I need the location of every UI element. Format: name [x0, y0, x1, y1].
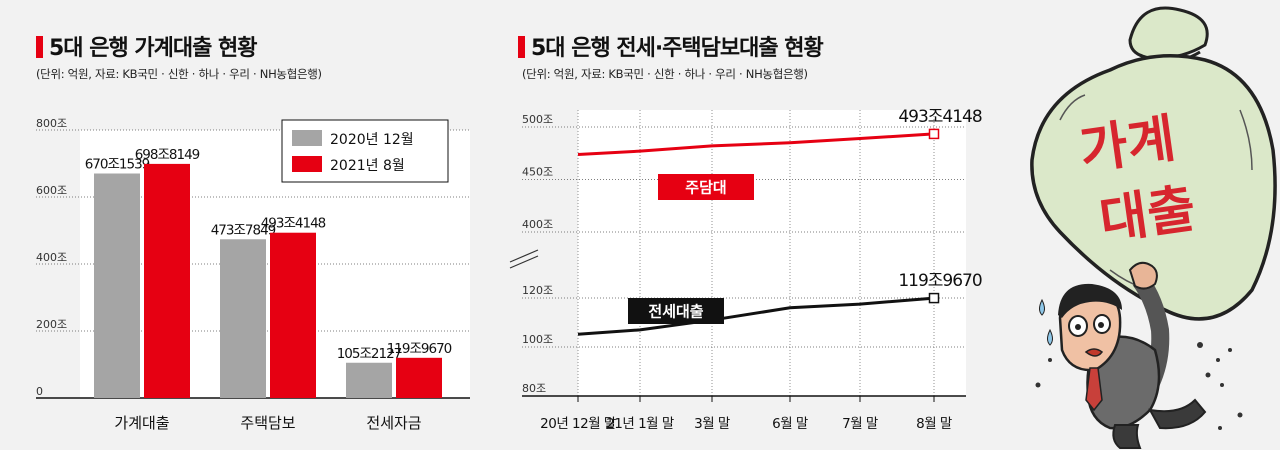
series-line: [577, 296, 935, 336]
bar-value-label: 473조7849: [211, 222, 276, 238]
axis-break-mark: [509, 249, 539, 263]
end-point-marker: [928, 292, 940, 304]
man-hair: [1058, 283, 1122, 318]
bar: [220, 239, 266, 398]
bar-value-label: 119조9670: [387, 341, 452, 357]
sack-body: [1030, 54, 1277, 321]
x-tick-label: 6월 말: [772, 416, 808, 432]
sweat-drop: [1047, 328, 1053, 346]
man-leg-back: [1112, 424, 1142, 449]
legend-label: 2021년 8월: [330, 158, 405, 174]
series-label-box: [658, 174, 754, 200]
end-value-label: 493조4148: [898, 107, 982, 127]
bar: [346, 362, 392, 398]
bar: [144, 163, 190, 398]
bar: [94, 173, 140, 398]
left-title: 5대 은행 가계대출 현황: [36, 30, 257, 62]
x-tick-label: 7월 말: [842, 416, 878, 432]
man-pupil-right: [1098, 322, 1104, 328]
right-subtitle: (단위: 억원, 자료: KB국민 · 신한 · 하나 · 우리 · NH농협은…: [522, 67, 808, 81]
axis-break-mark: [509, 255, 539, 269]
bar: [270, 232, 316, 398]
left-subtitle: (단위: 억원, 자료: KB국민 · 신한 · 하나 · 우리 · NH농협은…: [36, 67, 322, 81]
man-pupil-left: [1075, 324, 1081, 330]
sack-label-1: 가계: [1076, 109, 1179, 182]
x-category-label: 가계대출: [114, 414, 169, 432]
y-tick-label: 120조: [522, 284, 553, 297]
end-point-marker: [928, 128, 940, 140]
end-value-label: 119조9670: [898, 271, 982, 291]
bar-value-label: 493조4148: [261, 216, 326, 232]
plot-area: [578, 110, 966, 396]
y-tick-label: 600조: [36, 184, 67, 197]
y-tick-label: 500조: [522, 113, 553, 126]
x-category-label: 전세자금: [366, 414, 421, 432]
man-hand: [1128, 261, 1158, 290]
legend-label: 2020년 12월: [330, 132, 414, 148]
sack-knot: [1128, 6, 1209, 60]
series-line: [577, 132, 935, 157]
x-category-label: 주택담보: [240, 414, 295, 432]
y-tick-label: 100조: [522, 333, 553, 346]
x-tick-label: 8월 말: [916, 416, 952, 432]
series-label: 주담대: [685, 179, 726, 197]
debt-sack-illustration: 가계 대출: [1030, 6, 1277, 449]
series-label-box: [628, 298, 724, 324]
y-tick-label: 80조: [522, 382, 546, 395]
sack-label-2: 대출: [1096, 179, 1199, 252]
legend-swatch: [292, 156, 322, 172]
right-title: 5대 은행 전세·주택담보대출 현황: [518, 30, 824, 62]
title-accent-bar: [518, 36, 525, 58]
bar-value-label: 670조1539: [85, 156, 150, 172]
sweat-drop: [1039, 298, 1045, 316]
y-tick-label: 400조: [36, 251, 67, 264]
bar: [396, 357, 442, 398]
bar-value-label: 105조2127: [337, 346, 402, 362]
bar-value-label: 698조8149: [135, 147, 200, 163]
dust-specks: [1035, 342, 1243, 430]
title-accent-bar: [36, 36, 43, 58]
man-tie: [1085, 367, 1103, 412]
man-legs: [1148, 398, 1207, 430]
x-tick-label: 21년 1월 말: [606, 416, 674, 432]
y-tick-label: 400조: [522, 218, 553, 231]
man-mouth: [1084, 348, 1104, 357]
y-tick-label: 0: [36, 385, 43, 398]
y-tick-label: 200조: [36, 318, 67, 331]
x-tick-label: 3월 말: [694, 416, 730, 432]
x-tick-label: 20년 12월 말: [540, 416, 616, 432]
series-label: 전세대출: [648, 303, 703, 321]
legend-swatch: [292, 130, 322, 146]
y-tick-label: 450조: [522, 166, 553, 179]
y-tick-label: 800조: [36, 117, 67, 130]
